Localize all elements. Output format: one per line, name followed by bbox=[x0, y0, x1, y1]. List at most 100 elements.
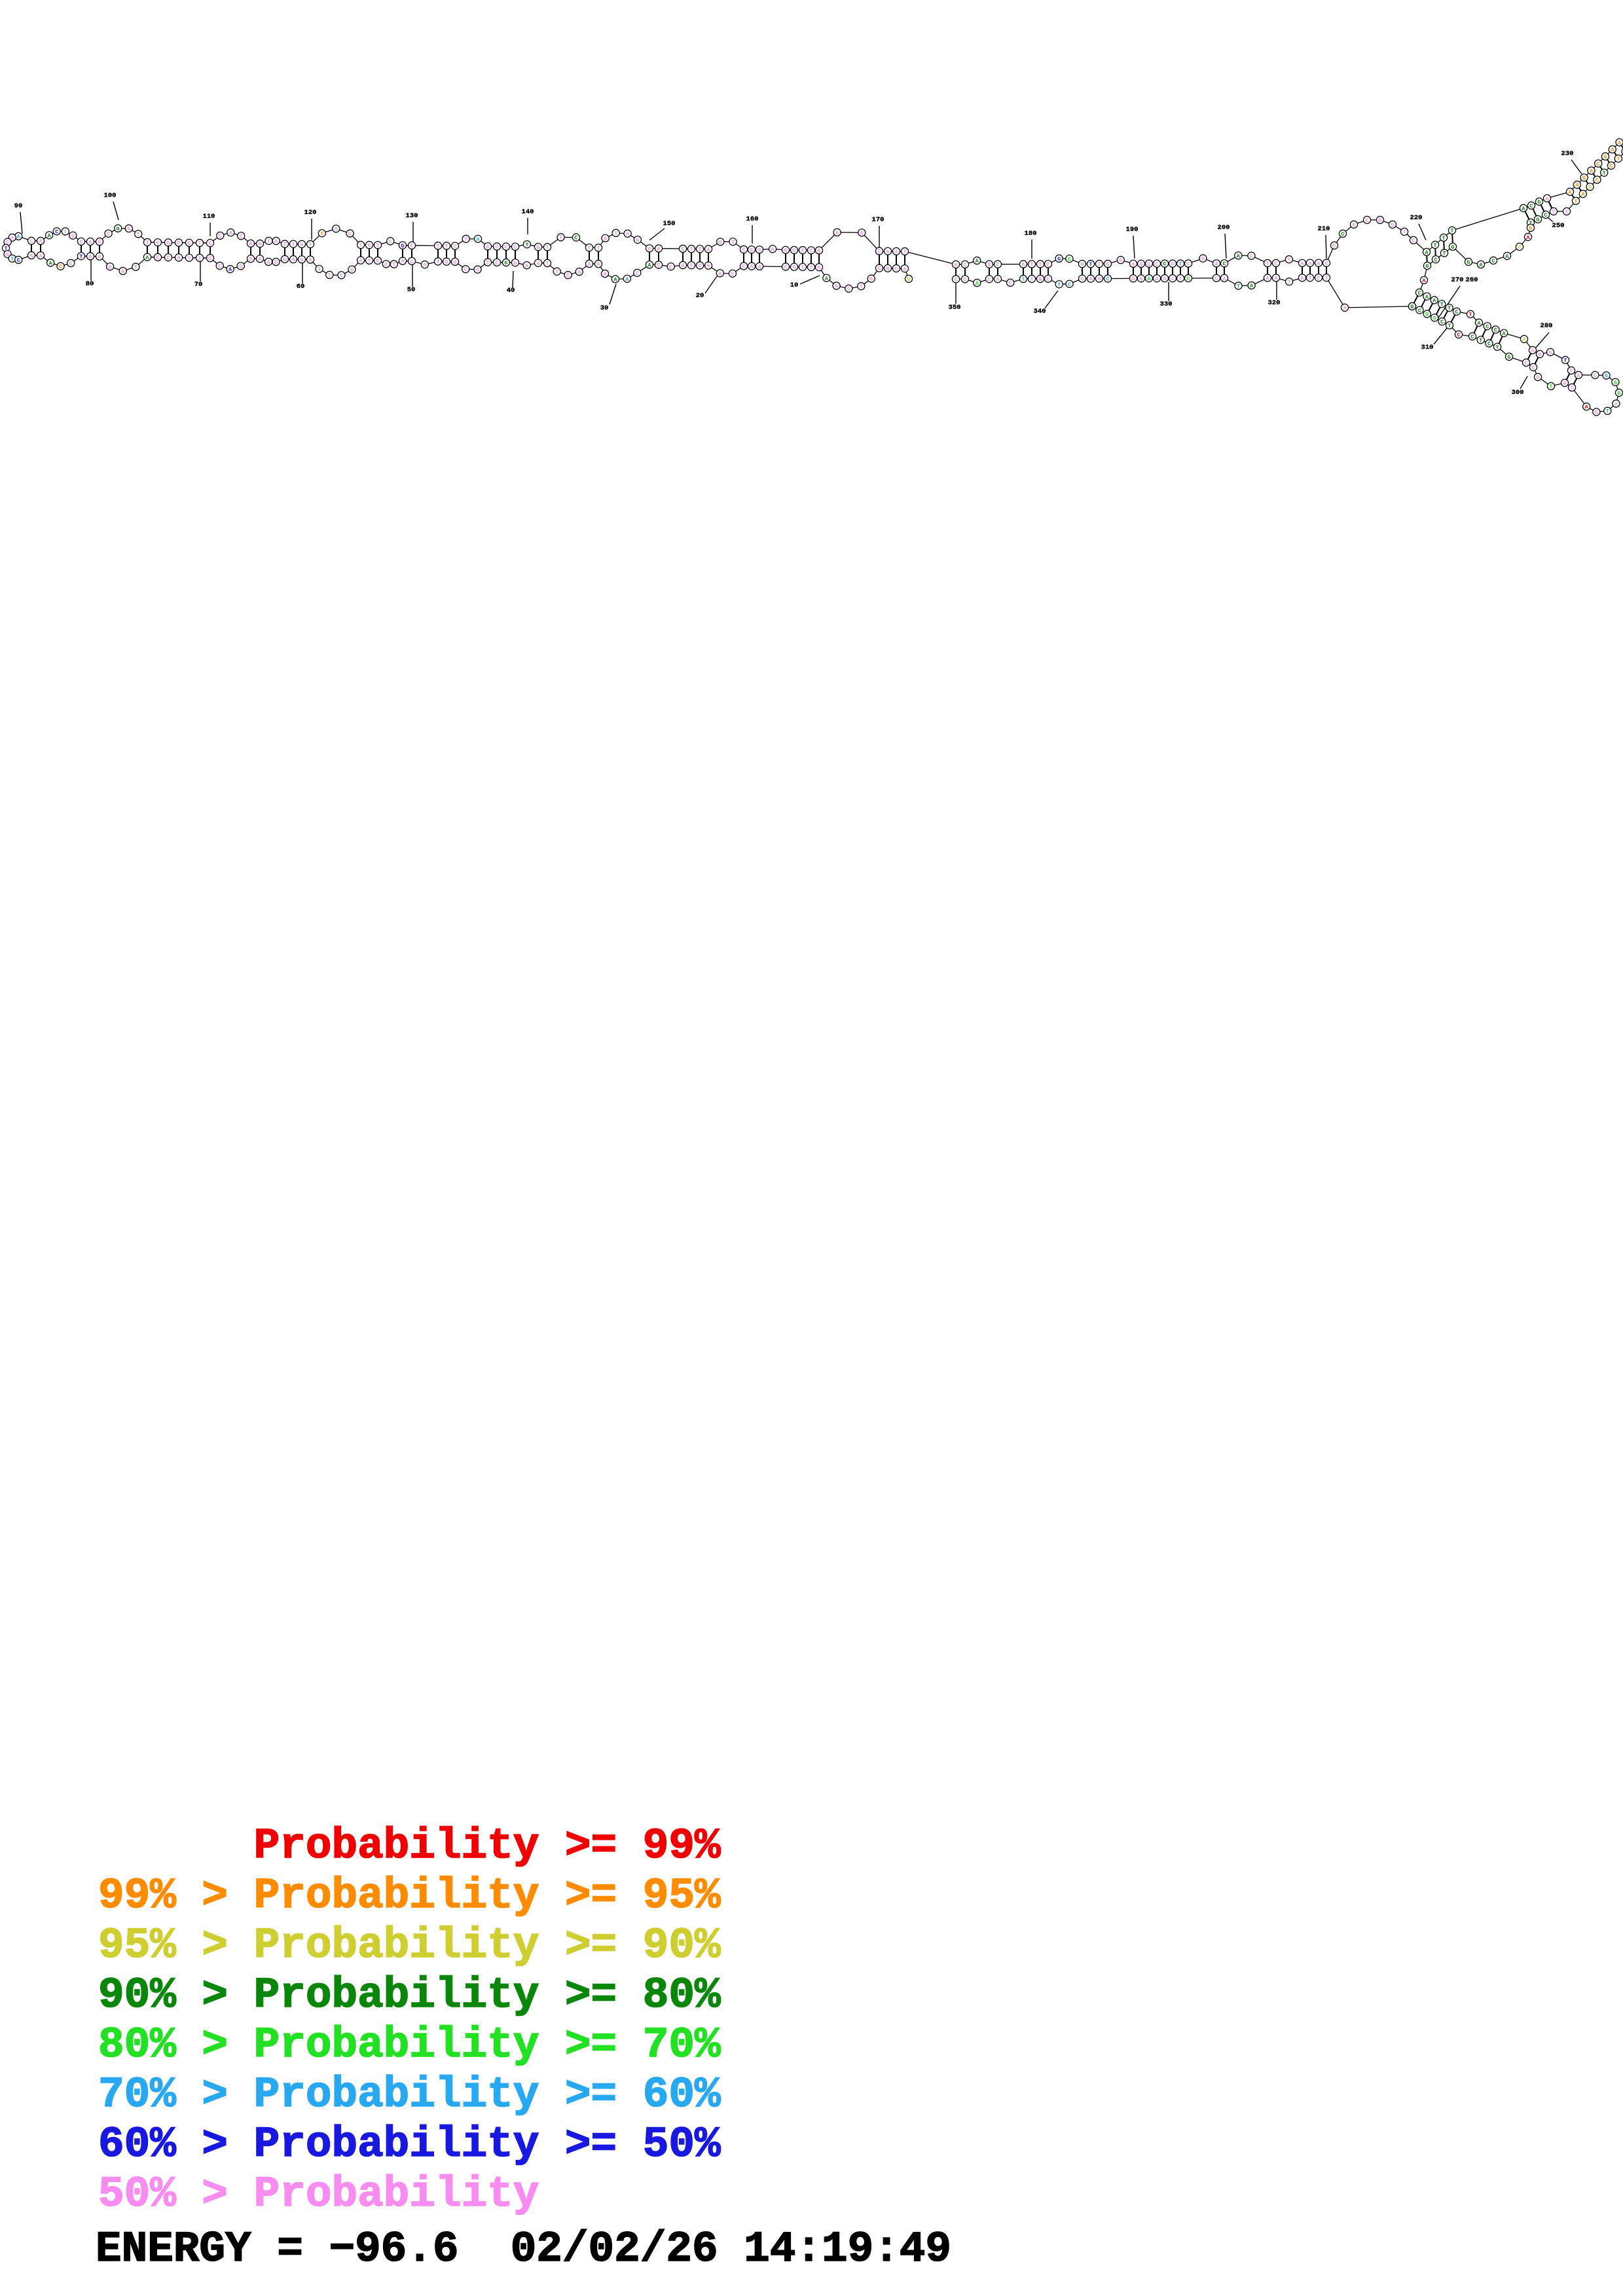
svg-text:C: C bbox=[107, 231, 110, 238]
svg-text:C: C bbox=[6, 240, 9, 246]
svg-text:T: T bbox=[436, 243, 439, 250]
svg-text:A: A bbox=[39, 238, 43, 245]
svg-text:T: T bbox=[1324, 275, 1328, 281]
svg-text:C: C bbox=[1494, 327, 1497, 334]
svg-text:A: A bbox=[401, 259, 405, 265]
svg-text:A: A bbox=[423, 262, 427, 268]
svg-text:G: G bbox=[1119, 257, 1122, 264]
svg-text:A: A bbox=[1300, 275, 1304, 281]
svg-text:A: A bbox=[647, 262, 651, 268]
svg-text:T: T bbox=[1606, 408, 1609, 415]
svg-text:T: T bbox=[4, 245, 7, 252]
svg-text:T: T bbox=[1402, 229, 1406, 236]
svg-text:C: C bbox=[218, 263, 221, 270]
svg-text:G: G bbox=[1410, 304, 1413, 310]
svg-text:170: 170 bbox=[872, 216, 884, 224]
svg-text:G: G bbox=[1582, 175, 1586, 181]
svg-text:G: G bbox=[1605, 373, 1608, 380]
svg-text:C: C bbox=[1106, 276, 1109, 283]
svg-text:C: C bbox=[1486, 323, 1489, 330]
svg-text:C: C bbox=[464, 266, 467, 273]
svg-text:C: C bbox=[1487, 341, 1491, 348]
svg-text:C: C bbox=[1274, 260, 1277, 267]
svg-text:G: G bbox=[117, 226, 120, 232]
svg-text:C: C bbox=[809, 247, 812, 254]
svg-text:T: T bbox=[1563, 357, 1567, 364]
svg-text:C: C bbox=[731, 271, 734, 278]
svg-text:G: G bbox=[401, 243, 404, 249]
svg-text:A: A bbox=[577, 269, 581, 276]
svg-text:A: A bbox=[476, 236, 480, 243]
svg-text:160: 160 bbox=[746, 215, 759, 223]
svg-text:A: A bbox=[757, 264, 761, 270]
svg-text:G: G bbox=[1097, 276, 1101, 283]
svg-text:G: G bbox=[1139, 276, 1142, 282]
svg-text:T: T bbox=[545, 260, 549, 267]
svg-text:C: C bbox=[1470, 334, 1474, 340]
svg-text:A: A bbox=[835, 230, 839, 236]
svg-text:C: C bbox=[1609, 163, 1613, 170]
svg-text:G: G bbox=[596, 261, 600, 268]
svg-text:G: G bbox=[300, 242, 303, 248]
svg-text:T: T bbox=[525, 242, 528, 248]
svg-text:180: 180 bbox=[1025, 230, 1037, 238]
svg-text:A: A bbox=[604, 236, 608, 242]
svg-text:G: G bbox=[350, 267, 354, 274]
svg-text:G: G bbox=[258, 241, 261, 247]
svg-text:T: T bbox=[1097, 261, 1101, 268]
svg-text:C: C bbox=[784, 264, 787, 271]
svg-text:G: G bbox=[860, 230, 864, 236]
svg-text:C: C bbox=[1155, 261, 1158, 268]
svg-text:G: G bbox=[445, 259, 448, 266]
svg-text:C: C bbox=[410, 243, 413, 249]
svg-text:C: C bbox=[1544, 212, 1547, 219]
svg-text:260: 260 bbox=[1466, 276, 1478, 284]
svg-text:80: 80 bbox=[86, 280, 94, 288]
svg-text:C: C bbox=[963, 262, 966, 268]
svg-text:C: C bbox=[801, 247, 804, 254]
svg-text:T: T bbox=[903, 249, 906, 255]
svg-text:G: G bbox=[1595, 409, 1598, 416]
svg-text:A: A bbox=[88, 239, 92, 245]
svg-text:G: G bbox=[1548, 350, 1552, 356]
svg-text:70: 70 bbox=[194, 281, 203, 289]
svg-text:C: C bbox=[1324, 260, 1328, 267]
svg-text:A: A bbox=[1308, 260, 1312, 267]
svg-text:A: A bbox=[1618, 139, 1622, 146]
svg-text:70% > Probability >= 60%: 70% > Probability >= 60% bbox=[98, 2070, 721, 2119]
svg-text:A: A bbox=[1222, 276, 1226, 282]
svg-text:G: G bbox=[1467, 259, 1470, 266]
svg-text:G: G bbox=[1378, 217, 1381, 224]
svg-text:C: C bbox=[742, 264, 745, 270]
svg-text:220: 220 bbox=[1410, 214, 1423, 222]
svg-text:A: A bbox=[1522, 336, 1526, 343]
svg-text:A: A bbox=[1214, 260, 1218, 267]
svg-text:C: C bbox=[1455, 309, 1458, 315]
svg-text:C: C bbox=[954, 277, 957, 283]
svg-text:C: C bbox=[1080, 276, 1084, 283]
svg-text:A: A bbox=[1300, 260, 1304, 267]
svg-text:A: A bbox=[1563, 380, 1567, 387]
svg-text:T: T bbox=[1496, 344, 1499, 351]
svg-text:G: G bbox=[127, 226, 130, 232]
svg-text:C: C bbox=[987, 276, 991, 283]
svg-text:G: G bbox=[886, 249, 889, 255]
svg-text:C: C bbox=[636, 270, 639, 277]
svg-text:C: C bbox=[1412, 238, 1415, 244]
svg-text:120: 120 bbox=[304, 209, 317, 217]
svg-text:C: C bbox=[742, 247, 745, 253]
svg-text:T: T bbox=[198, 240, 201, 247]
svg-text:C: C bbox=[495, 244, 498, 251]
svg-text:T: T bbox=[328, 272, 331, 279]
svg-text:T: T bbox=[320, 230, 323, 237]
svg-text:T: T bbox=[614, 230, 617, 237]
svg-text:G: G bbox=[1425, 263, 1429, 270]
svg-text:A: A bbox=[903, 266, 907, 272]
svg-text:T: T bbox=[1237, 283, 1240, 290]
svg-text:G: G bbox=[1507, 354, 1510, 361]
svg-text:G: G bbox=[486, 243, 489, 250]
svg-text:C: C bbox=[504, 244, 507, 251]
svg-text:100: 100 bbox=[104, 192, 117, 200]
svg-text:T: T bbox=[376, 242, 379, 249]
svg-text:T: T bbox=[587, 245, 591, 251]
